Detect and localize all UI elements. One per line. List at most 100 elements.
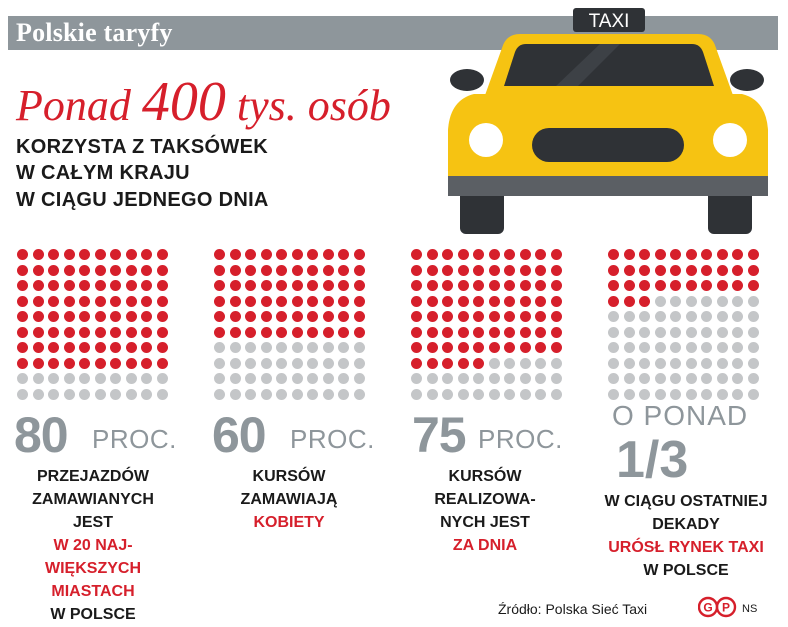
dot-empty bbox=[747, 295, 759, 307]
dot-highlighted bbox=[504, 295, 515, 307]
caption-4: W CIĄGU OSTATNIEJ DEKADY URÓSŁ RYNEK TAX… bbox=[588, 490, 784, 582]
dot-empty bbox=[473, 373, 484, 384]
windshield-glare bbox=[556, 44, 620, 86]
dot-highlighted bbox=[260, 264, 272, 276]
dot-empty bbox=[654, 295, 666, 307]
dot-highlighted bbox=[338, 280, 349, 291]
dot-empty bbox=[245, 373, 256, 384]
dot-empty bbox=[701, 388, 712, 400]
dot-highlighted bbox=[457, 311, 469, 322]
dot-empty bbox=[701, 342, 712, 353]
dot-highlighted bbox=[473, 264, 484, 276]
dot-empty bbox=[353, 357, 365, 369]
dot-highlighted bbox=[79, 342, 90, 353]
dot-highlighted bbox=[291, 249, 303, 260]
dot-highlighted bbox=[32, 357, 44, 369]
dot-highlighted bbox=[411, 264, 422, 276]
dot-highlighted bbox=[291, 280, 303, 291]
dot-empty bbox=[747, 326, 759, 338]
dot-empty bbox=[307, 357, 318, 369]
dot-highlighted bbox=[457, 295, 469, 307]
caption-1-line-red: WIĘKSZYCH bbox=[45, 560, 141, 577]
dot-empty bbox=[670, 342, 681, 353]
dot-empty bbox=[747, 311, 759, 322]
dot-empty bbox=[670, 311, 681, 322]
dot-highlighted bbox=[353, 295, 365, 307]
dot-highlighted bbox=[156, 342, 168, 353]
dot-highlighted bbox=[639, 295, 650, 307]
dot-highlighted bbox=[338, 264, 349, 276]
dot-highlighted bbox=[535, 295, 546, 307]
dot-highlighted bbox=[229, 264, 241, 276]
dot-highlighted bbox=[276, 280, 287, 291]
dot-highlighted bbox=[411, 249, 422, 260]
dot-highlighted bbox=[156, 249, 168, 260]
value-75: 75 bbox=[412, 407, 467, 463]
dot-highlighted bbox=[245, 264, 256, 276]
dot-empty bbox=[685, 342, 697, 353]
caption-2: KURSÓW ZAMAWIAJĄ KOBIETY bbox=[200, 465, 378, 534]
dot-highlighted bbox=[639, 249, 650, 260]
dot-highlighted bbox=[214, 311, 225, 322]
dot-highlighted bbox=[17, 249, 28, 260]
dot-highlighted bbox=[353, 280, 365, 291]
dot-highlighted bbox=[608, 295, 619, 307]
dot-empty bbox=[63, 388, 75, 400]
dot-highlighted bbox=[654, 280, 666, 291]
dot-highlighted bbox=[125, 280, 137, 291]
dot-highlighted bbox=[426, 311, 438, 322]
dot-empty bbox=[245, 342, 256, 353]
dot-highlighted bbox=[245, 295, 256, 307]
dot-empty bbox=[338, 373, 349, 384]
dot-highlighted bbox=[442, 357, 453, 369]
dot-empty bbox=[747, 373, 759, 384]
dot-empty bbox=[716, 342, 728, 353]
dot-highlighted bbox=[701, 264, 712, 276]
caption-4-line: W CIĄGU OSTATNIEJ bbox=[604, 493, 768, 510]
dot-highlighted bbox=[48, 249, 59, 260]
dot-highlighted bbox=[550, 280, 562, 291]
author-credit: NS bbox=[742, 603, 758, 615]
dot-highlighted bbox=[732, 264, 743, 276]
dot-highlighted bbox=[110, 342, 121, 353]
dot-highlighted bbox=[125, 295, 137, 307]
dot-highlighted bbox=[110, 311, 121, 322]
dot-empty bbox=[214, 373, 225, 384]
dot-empty bbox=[488, 357, 500, 369]
value-prefix-4: O PONAD bbox=[612, 400, 749, 431]
dot-highlighted bbox=[291, 326, 303, 338]
dot-empty bbox=[747, 357, 759, 369]
value-60: 60 bbox=[212, 407, 267, 463]
unit-proc-3: PROC. bbox=[478, 424, 563, 454]
dot-highlighted bbox=[473, 280, 484, 291]
dot-highlighted bbox=[411, 295, 422, 307]
dot-highlighted bbox=[322, 311, 334, 322]
dot-highlighted bbox=[110, 357, 121, 369]
dot-highlighted bbox=[442, 264, 453, 276]
caption-1-line: W POLSCE bbox=[50, 606, 136, 623]
dot-highlighted bbox=[48, 342, 59, 353]
dot-empty bbox=[79, 373, 90, 384]
dot-empty bbox=[260, 373, 272, 384]
dot-highlighted bbox=[639, 280, 650, 291]
dot-highlighted bbox=[732, 280, 743, 291]
dot-empty bbox=[291, 342, 303, 353]
dot-highlighted bbox=[426, 264, 438, 276]
caption-1: PRZEJAZDÓW ZAMAWIANYCH JEST W 20 NAJ- WI… bbox=[4, 465, 182, 626]
dot-highlighted bbox=[338, 326, 349, 338]
dot-empty bbox=[701, 311, 712, 322]
dot-highlighted bbox=[156, 264, 168, 276]
dot-highlighted bbox=[48, 357, 59, 369]
dot-highlighted bbox=[442, 280, 453, 291]
dot-empty bbox=[229, 388, 241, 400]
dot-highlighted bbox=[550, 342, 562, 353]
dot-highlighted bbox=[94, 342, 106, 353]
dot-empty bbox=[716, 388, 728, 400]
dot-empty bbox=[488, 388, 500, 400]
dot-highlighted bbox=[48, 295, 59, 307]
dot-highlighted bbox=[623, 249, 635, 260]
dot-highlighted bbox=[732, 249, 743, 260]
unit-proc-1: PROC. bbox=[92, 424, 177, 454]
dot-highlighted bbox=[442, 249, 453, 260]
title-bar-end bbox=[740, 16, 778, 50]
